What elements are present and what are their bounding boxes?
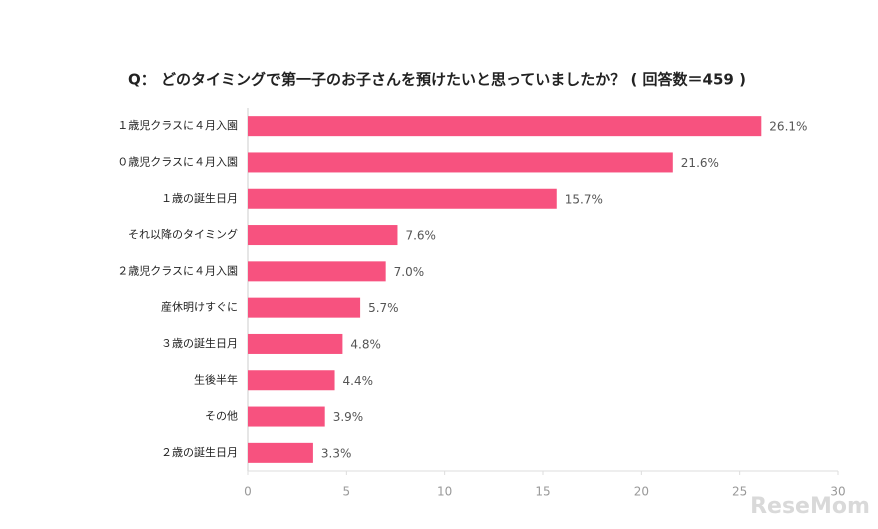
y-tick-label: 産休明けすぐに: [161, 301, 238, 314]
value-label: 15.7%: [565, 192, 603, 206]
x-tick-label: 20: [634, 485, 649, 499]
value-label: 3.9%: [333, 410, 364, 424]
x-tick-label: 10: [437, 485, 452, 499]
y-tick-label: １歳児クラスに４月入園: [117, 119, 238, 132]
value-label: 21.6%: [681, 156, 719, 170]
x-tick-label: 25: [732, 485, 747, 499]
bar: [248, 370, 335, 391]
watermark: ReseMom: [750, 494, 870, 519]
value-label: 4.8%: [350, 337, 381, 351]
value-label: 5.7%: [368, 301, 399, 315]
x-tick-label: 0: [244, 485, 252, 499]
chart-title: Q： どのタイミングで第一子のお子さんを預けたいと思っていましたか？ ( 回答数…: [128, 71, 746, 89]
y-tick-label: それ以降のタイミング: [128, 227, 238, 241]
bar: [248, 261, 386, 282]
bar: [248, 333, 343, 354]
bar: [248, 152, 673, 173]
bar: [248, 297, 361, 318]
bar: [248, 225, 398, 246]
value-label: 7.6%: [405, 229, 436, 243]
y-tick-label: ２歳児クラスに４月入園: [117, 264, 238, 277]
bar: [248, 406, 325, 427]
y-tick-label: １歳の誕生日月: [161, 191, 238, 205]
x-tick-label: 5: [343, 485, 351, 499]
y-tick-label: 生後半年: [194, 372, 238, 386]
value-label: 7.0%: [394, 265, 425, 279]
bar: [248, 116, 762, 137]
y-tick-label: ２歳の誕生日月: [161, 445, 238, 459]
value-label: 26.1%: [769, 120, 807, 134]
value-label: 3.3%: [321, 446, 352, 460]
bar: [248, 188, 557, 209]
bar: [248, 442, 313, 463]
y-tick-label: ３歳の誕生日月: [161, 336, 238, 350]
value-label: 4.4%: [343, 374, 374, 388]
x-tick-label: 15: [535, 485, 550, 499]
y-tick-label: その他: [205, 410, 238, 423]
x-tick-label: 30: [830, 485, 845, 499]
y-tick-label: ０歳児クラスに４月入園: [117, 155, 238, 168]
